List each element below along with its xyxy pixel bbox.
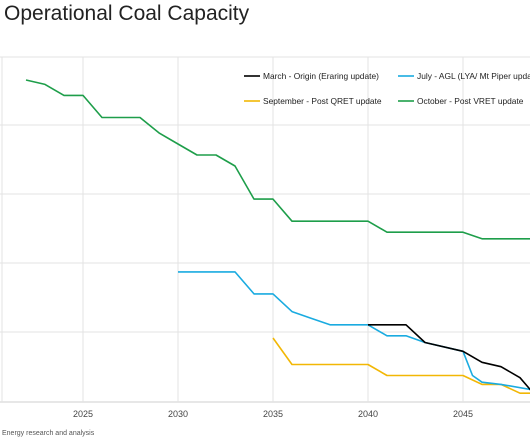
series-line-2 <box>178 271 530 391</box>
grid <box>0 56 530 403</box>
chart-title: Operational Coal Capacity <box>4 2 250 25</box>
series-lines <box>25 79 530 395</box>
series-line-4 <box>25 79 530 240</box>
source-footnote: Energy research and analysis <box>2 430 95 437</box>
legend-label: July - AGL (LYA/ Mt Piper update) <box>417 71 530 81</box>
x-tick-label: 2025 <box>73 409 93 419</box>
series-line-3 <box>272 337 530 395</box>
x-axis-ticks: 2025 2030 2035 2040 2045 <box>73 409 473 419</box>
x-tick-label: 2035 <box>263 409 283 419</box>
x-tick-label: 2040 <box>358 409 378 419</box>
x-tick-label: 2030 <box>168 409 188 419</box>
legend: March - Origin (Eraring update) July - AG… <box>244 71 530 106</box>
series-line-1 <box>368 323 530 391</box>
legend-label: September - Post QRET update <box>263 96 382 106</box>
x-tick-label: 2045 <box>453 409 473 419</box>
legend-label: October - Post VRET update <box>417 96 524 106</box>
legend-label: March - Origin (Eraring update) <box>263 71 379 81</box>
